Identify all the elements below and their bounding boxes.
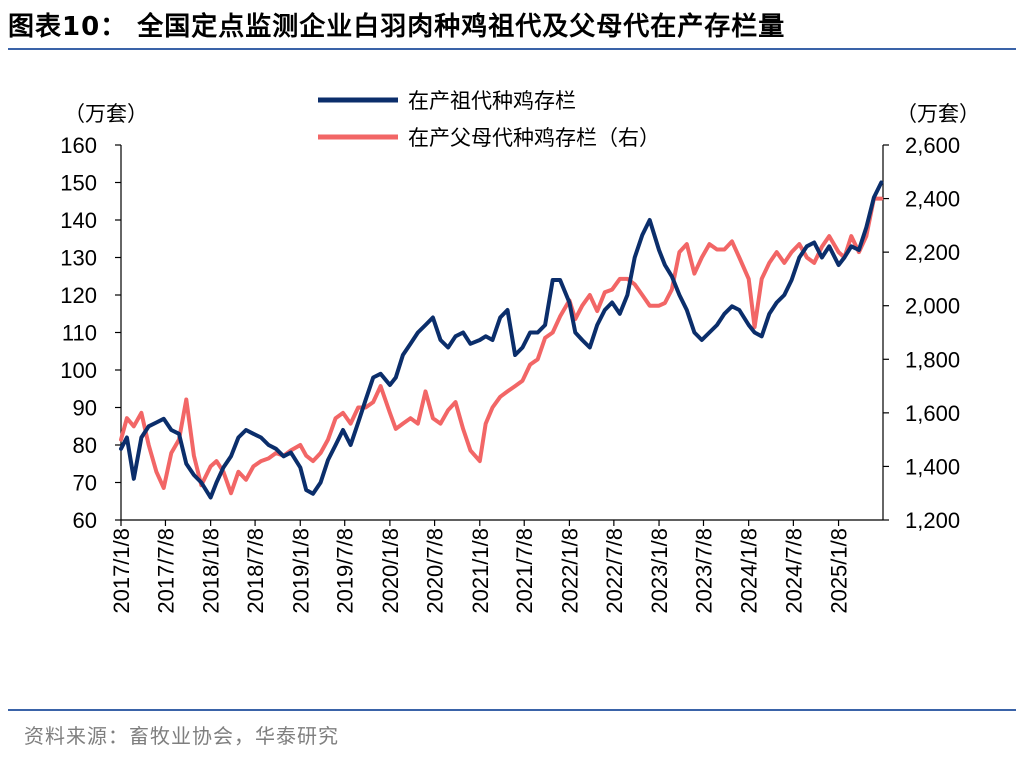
x-axis-tick-label: 2019/1/8: [288, 528, 313, 614]
x-axis-tick-label: 2025/1/8: [827, 528, 852, 614]
right-axis-tick-label: 1,200: [905, 508, 960, 533]
series-line-parent: [119, 196, 884, 496]
left-axis-tick-label: 70: [73, 471, 97, 496]
x-axis-tick-label: 2017/1/8: [109, 528, 134, 614]
left-axis-tick-label: 120: [60, 283, 97, 308]
right-axis-tick-label: 1,400: [905, 454, 960, 479]
series-line-grandparent: [119, 180, 884, 500]
right-axis-tick-label: 2,600: [905, 133, 960, 158]
left-axis-tick-label: 110: [62, 321, 97, 346]
legend-label: 在产祖代种鸡存栏: [408, 89, 576, 113]
figure-title: 图表10： 全国定点监测企业白羽肉种鸡祖代及父母代在产存栏量: [8, 12, 786, 42]
x-axis-tick-label: 2023/1/8: [647, 528, 672, 614]
left-axis-tick-label: 100: [60, 358, 97, 383]
x-axis-tick-label: 2020/1/8: [378, 528, 403, 614]
x-axis-tick-label: 2018/1/8: [199, 528, 224, 614]
x-axis-tick-label: 2022/7/8: [602, 528, 627, 614]
left-axis-unit: （万套）: [64, 102, 148, 126]
x-axis-tick-label: 2018/7/8: [243, 528, 268, 614]
line-chart: 60 70 80 90 100 110 120 130 140 150 160 1,200 1,400…: [60, 89, 980, 614]
left-axis-tick-label: 130: [60, 246, 97, 271]
left-axis-tick-label: 140: [60, 208, 97, 233]
x-axis-tick-label: 2019/7/8: [333, 528, 358, 614]
x-axis-tick-label: 2017/7/8: [153, 528, 178, 614]
right-axis-tick-label: 1,800: [905, 347, 960, 372]
left-axis: 60 70 80 90 100 110 120 130 140 150 160: [60, 133, 122, 533]
x-axis-tick-label: 2022/1/8: [557, 528, 582, 614]
x-axis-tick-label: 2023/7/8: [691, 528, 716, 614]
x-axis-tick-label: 2024/7/8: [781, 528, 806, 614]
left-axis-tick-label: 80: [73, 433, 97, 458]
x-axis-tick-label: 2021/7/8: [512, 528, 537, 614]
right-axis-tick-label: 1,600: [905, 401, 960, 426]
right-axis: 1,200 1,400 1,600 1,800 2,000 2,200 2,400 2,600: [882, 133, 960, 533]
right-axis-tick-label: 2,000: [905, 294, 960, 319]
source-note: 资料来源：畜牧业协会，华泰研究: [24, 724, 339, 748]
x-axis-tick-label: 2021/1/8: [468, 528, 493, 614]
right-axis-tick-label: 2,200: [905, 240, 960, 265]
right-axis-unit: （万套）: [896, 102, 980, 126]
x-axis: 2017/1/8 2017/7/8 2018/1/8 2018/7/8 2019/1/8…: [109, 519, 883, 614]
left-axis-tick-label: 90: [73, 396, 97, 421]
x-axis-tick-label: 2024/1/8: [737, 528, 762, 614]
left-axis-tick-label: 150: [60, 171, 97, 196]
left-axis-tick-label: 160: [60, 133, 97, 158]
footer-divider: [8, 709, 1016, 711]
x-axis-tick-label: 2020/7/8: [423, 528, 448, 614]
series-layer: [119, 180, 884, 500]
title-divider: [8, 48, 1016, 50]
left-axis-tick-label: 60: [73, 508, 97, 533]
right-axis-tick-label: 2,400: [905, 187, 960, 212]
legend-label: 在产父母代种鸡存栏（右）: [408, 126, 660, 150]
